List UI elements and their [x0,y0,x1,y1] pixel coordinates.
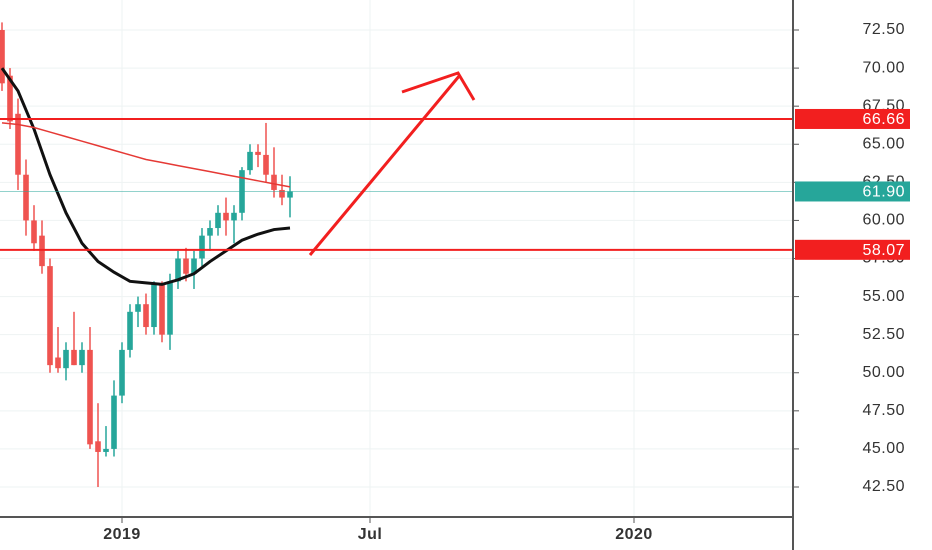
candle-body [167,281,173,335]
candle-body [15,113,21,175]
moving-average-line [0,67,291,286]
y-tick-label: 45.00 [862,440,905,457]
axes: 42.5045.0047.5050.0052.5055.0057.5060.00… [103,21,910,543]
candle-body [231,212,237,221]
candle-body [95,441,101,452]
price-badge-label: 61.90 [862,184,905,201]
y-tick-label: 72.50 [862,21,905,38]
candle-body [263,154,269,175]
y-tick-label: 60.00 [862,212,905,229]
candle-body [191,258,197,274]
candle-body [119,349,125,396]
y-tick-label: 52.50 [862,326,905,343]
arrow-annotation [308,71,476,256]
y-tick-label: 55.00 [862,288,905,305]
x-tick-label: 2020 [615,526,653,543]
candle-body [135,304,141,312]
candle-body [247,151,253,171]
candle-body [87,349,93,445]
y-tick-label: 65.00 [862,135,905,152]
y-tick-label: 50.00 [862,364,905,381]
candle-body [199,235,205,259]
candle-body [103,448,109,452]
candle-body [151,284,157,328]
candle-body [175,258,181,282]
candle-body [79,349,85,366]
plot-area [0,22,793,487]
candle-body [207,228,213,236]
y-tick-label: 70.00 [862,59,905,76]
candle-body [23,174,29,221]
candle-body [183,258,189,274]
candle-body [111,395,117,449]
candle-body [55,357,61,369]
candle-body [71,349,77,366]
price-badge [795,239,910,260]
price-badge-label: 66.66 [862,111,905,128]
candle-body [31,220,37,244]
candle-body [287,191,293,198]
price-badge [795,181,910,202]
candle-body [127,311,133,350]
x-tick-label: 2019 [103,526,141,543]
candle-body [7,75,13,122]
candle-body [47,266,53,366]
candle-body [63,349,69,369]
candle-body [215,212,221,229]
candle-body [159,284,165,335]
price-badge-label: 58.07 [862,242,905,259]
moving-average-line [1,122,291,188]
candle-body [143,304,149,328]
y-tick-label: 47.50 [862,402,905,419]
price-badge [795,108,910,129]
candle-body [271,174,277,190]
candle-body [223,212,229,221]
candle-body [255,151,261,155]
candle-body [279,189,285,198]
x-tick-label: Jul [358,526,383,543]
y-tick-label: 42.50 [862,478,905,495]
candle-body [0,30,5,84]
candle-body [39,235,45,267]
grid [0,0,793,517]
